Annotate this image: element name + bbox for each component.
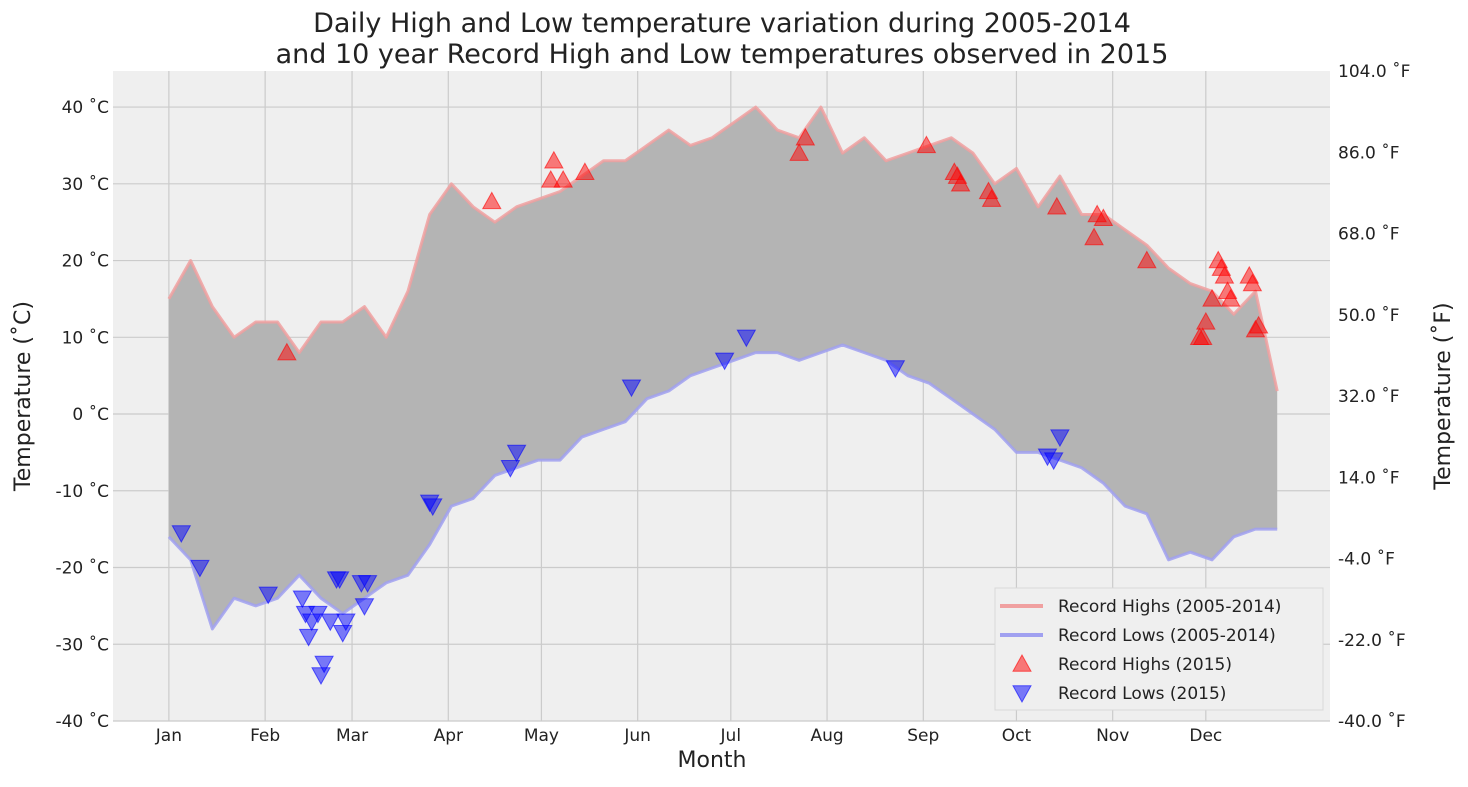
scatter-point <box>311 667 331 685</box>
scatter-point <box>1084 227 1104 246</box>
scatter-point <box>575 162 595 180</box>
y-tick-label: 30 ˚C <box>62 174 109 195</box>
x-tick-label: Jan <box>155 726 182 746</box>
x-tick-label: Jul <box>720 726 742 746</box>
y2-tick-label: 14.0 ˚F <box>1338 467 1400 488</box>
x-tick-label: May <box>524 726 559 746</box>
scatter-point <box>1192 327 1213 345</box>
scatter-point <box>916 135 937 154</box>
scatter-point <box>258 586 279 605</box>
scatter-point <box>981 189 1002 207</box>
y2-tick-label: -22.0 ˚F <box>1338 630 1406 651</box>
y-axis-label: Temperature (˚C) <box>11 301 36 492</box>
x-tick-label: Jun <box>623 726 651 746</box>
y-tick-label: -40 ˚C <box>55 711 109 732</box>
y-tick-label: -20 ˚C <box>55 558 109 579</box>
legend-box <box>994 587 1324 711</box>
y2-tick-label: -40.0 ˚F <box>1338 711 1406 732</box>
legend-label: Record Lows (2015) <box>1058 684 1226 704</box>
y-tick-label: 20 ˚C <box>62 251 109 272</box>
scatter-point <box>1043 452 1064 471</box>
legend-swatch <box>1012 653 1032 672</box>
scatter-point <box>1220 288 1241 307</box>
scatter-point <box>540 169 561 188</box>
legend-swatch <box>1012 685 1032 704</box>
scatter-point <box>190 559 210 578</box>
y2-tick-label: 32.0 ˚F <box>1338 386 1400 407</box>
y-tick-label: 10 ˚C <box>62 327 109 348</box>
x-tick-label: Mar <box>336 726 368 746</box>
range-fill <box>168 107 1278 629</box>
scatter-point <box>320 613 341 632</box>
scatter-point <box>1046 196 1067 215</box>
scatter-point <box>795 127 816 146</box>
legend-label: Record Lows (2005-2014) <box>1058 626 1276 646</box>
y2-tick-label: 68.0 ˚F <box>1338 224 1400 245</box>
y-tick-label: -30 ˚C <box>55 634 109 655</box>
scatter-point <box>1050 429 1070 448</box>
scatter-point <box>506 444 527 463</box>
scatter-point <box>277 342 297 361</box>
scatter-point <box>329 571 350 590</box>
scatter-point <box>1248 315 1269 334</box>
y2-axis-label: Temperature (˚F) <box>1431 302 1456 490</box>
x-tick-label: Feb <box>250 726 280 746</box>
x-tick-label: Sep <box>907 726 939 746</box>
y-tick-label: 0 ˚C <box>72 404 109 425</box>
scatter-point <box>553 169 574 188</box>
scatter-point <box>481 191 502 210</box>
scatter-point <box>422 498 443 517</box>
scatter-point <box>1093 208 1114 227</box>
scatter-point <box>885 360 906 379</box>
scatter-point <box>314 655 334 674</box>
x-tick-label: Dec <box>1189 726 1222 746</box>
chart-title: and 10 year Record High and Low temperat… <box>276 39 1169 70</box>
y2-tick-label: 50.0 ˚F <box>1338 305 1400 326</box>
scatter-point <box>544 150 564 169</box>
scatter-point <box>354 598 375 616</box>
scatter-point <box>1214 265 1235 284</box>
y2-tick-label: -4.0 ˚F <box>1338 549 1395 570</box>
scatter-point <box>171 525 192 544</box>
y2-tick-label: 104.0 ˚F <box>1338 61 1410 82</box>
scatter-point <box>789 143 809 161</box>
scatter-point <box>357 575 378 593</box>
scatter-point <box>335 613 356 632</box>
y-tick-label: -10 ˚C <box>55 481 109 502</box>
scatter-point <box>714 352 735 371</box>
x-axis-label: Month <box>678 748 747 773</box>
x-tick-label: Oct <box>1002 726 1032 746</box>
scatter-point <box>1136 250 1157 269</box>
x-tick-label: Apr <box>434 726 463 746</box>
scatter-point <box>736 329 757 348</box>
scatter-point <box>500 460 521 478</box>
scatter-point <box>621 379 642 398</box>
x-tick-label: Aug <box>810 726 843 746</box>
y-tick-label: 40 ˚C <box>62 97 109 118</box>
scatter-point <box>292 590 313 609</box>
scatter-point <box>298 628 319 647</box>
scatter-point <box>1195 311 1216 330</box>
scatter-point <box>1242 273 1263 292</box>
legend-label: Record Highs (2005-2014) <box>1058 597 1281 617</box>
scatter-point <box>1202 288 1222 307</box>
chart-title: Daily High and Low temperature variation… <box>313 8 1131 39</box>
y2-tick-label: 86.0 ˚F <box>1338 142 1400 163</box>
scatter-point <box>950 173 971 192</box>
legend-label: Record Highs (2015) <box>1058 655 1232 675</box>
x-tick-label: Nov <box>1096 726 1129 746</box>
